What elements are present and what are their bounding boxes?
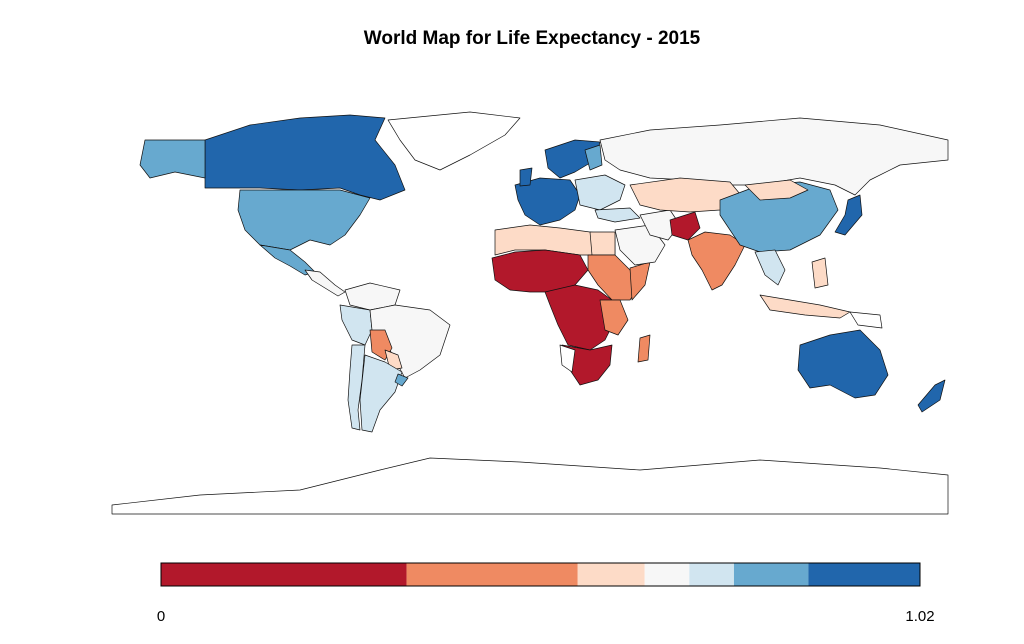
- legend-swatch-4: [689, 563, 734, 586]
- country-central-america[interactable]: [304, 269, 346, 297]
- color-legend: 0 1.02: [157, 562, 935, 625]
- country-mongolia[interactable]: [744, 179, 809, 201]
- legend-swatch-3: [644, 563, 690, 586]
- country-western-europe[interactable]: [514, 177, 581, 226]
- country-australia[interactable]: [797, 329, 889, 399]
- country-peru-ecuador[interactable]: [339, 304, 373, 346]
- country-antarctica[interactable]: [111, 457, 949, 515]
- country-chile[interactable]: [347, 344, 366, 431]
- country-japan[interactable]: [834, 194, 863, 236]
- legend-swatches: [161, 563, 920, 586]
- legend-swatch-0: [161, 563, 407, 586]
- legend-swatch-6: [808, 563, 920, 586]
- country-png[interactable]: [849, 311, 883, 329]
- country-india[interactable]: [687, 231, 746, 291]
- legend-border: [160, 562, 921, 587]
- country-uruguay[interactable]: [394, 373, 409, 387]
- country-canada[interactable]: [204, 114, 406, 201]
- country-somalia[interactable]: [629, 261, 651, 301]
- legend-swatch-5: [733, 563, 809, 586]
- legend-min-label: 0: [157, 608, 165, 625]
- country-philippines[interactable]: [811, 257, 829, 289]
- country-argentina[interactable]: [359, 354, 403, 433]
- country-eastern-europe[interactable]: [574, 174, 626, 211]
- country-usa-alaska[interactable]: [139, 139, 206, 179]
- country-greenland[interactable]: [387, 111, 521, 171]
- country-russia[interactable]: [599, 117, 949, 196]
- country-afghanistan[interactable]: [669, 211, 701, 241]
- country-usa[interactable]: [237, 189, 371, 251]
- country-finland[interactable]: [584, 144, 603, 171]
- legend-max-label: 1.02: [905, 608, 934, 625]
- country-southeast-asia[interactable]: [754, 249, 786, 286]
- countries-layer: [111, 111, 949, 515]
- country-namibia[interactable]: [559, 344, 576, 373]
- legend-swatch-1: [406, 563, 578, 586]
- legend-swatch-2: [577, 563, 645, 586]
- country-indonesia[interactable]: [759, 294, 851, 319]
- country-egypt[interactable]: [589, 231, 616, 256]
- country-new-zealand[interactable]: [917, 379, 946, 413]
- country-turkey[interactable]: [594, 207, 641, 223]
- country-madagascar[interactable]: [637, 334, 651, 363]
- country-central-africa[interactable]: [544, 284, 616, 351]
- country-east-africa[interactable]: [599, 299, 629, 336]
- country-uk[interactable]: [519, 167, 533, 187]
- map-title: World Map for Life Expectancy - 2015: [363, 28, 701, 49]
- country-sudan-ethiopia[interactable]: [587, 254, 641, 301]
